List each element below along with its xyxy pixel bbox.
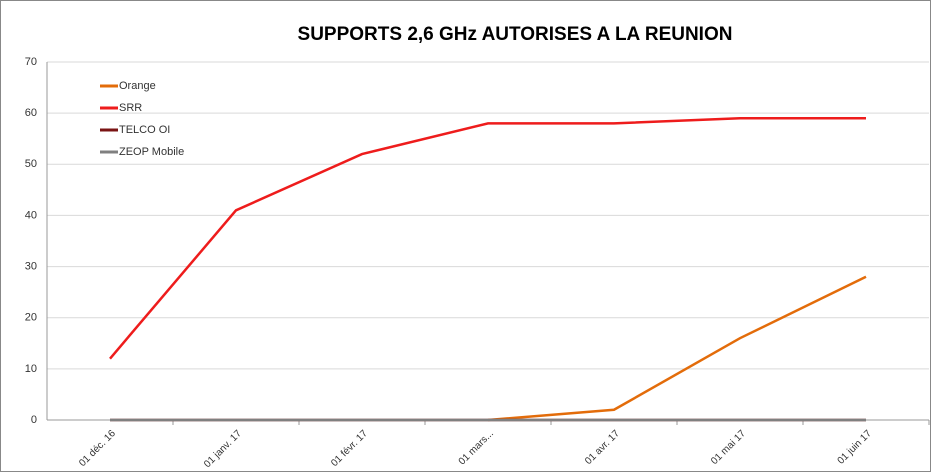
legend-label: ZEOP Mobile [119,146,184,158]
legend-label: SRR [119,102,142,114]
y-tick-label: 60 [25,107,37,119]
y-tick-label: 10 [25,363,37,375]
y-tick-label: 30 [25,260,37,272]
legend-label: TELCO OI [119,124,170,136]
y-tick-label: 70 [25,56,37,68]
y-tick-label: 40 [25,209,37,221]
series-line [109,117,866,360]
y-tick-label: 50 [25,158,37,170]
legend-label: Orange [119,80,156,92]
y-tick-label: 20 [25,312,37,324]
series-line [487,275,867,422]
chart-title: SUPPORTS 2,6 GHz AUTORISES A LA REUNION [298,24,733,45]
y-tick-label: 0 [31,414,37,426]
